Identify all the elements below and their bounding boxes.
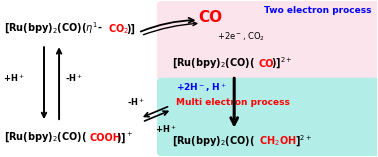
Text: +H$^+$: +H$^+$: [3, 73, 24, 84]
Text: [Ru(bpy)$_2$(CO)(: [Ru(bpy)$_2$(CO)(: [172, 135, 255, 148]
Text: CO: CO: [259, 59, 274, 69]
Text: CO: CO: [198, 10, 223, 24]
Text: +2e$^-$, CO$_2$: +2e$^-$, CO$_2$: [217, 30, 265, 43]
FancyBboxPatch shape: [157, 1, 378, 80]
Text: Two electron process: Two electron process: [264, 6, 372, 15]
Text: [Ru(bpy)$_2$(CO)(: [Ru(bpy)$_2$(CO)(: [172, 57, 255, 70]
Text: -H$^+$: -H$^+$: [127, 97, 145, 108]
Text: [Ru(bpy)$_2$(CO)($\eta^1$-: [Ru(bpy)$_2$(CO)($\eta^1$-: [5, 21, 103, 36]
Text: -H$^+$: -H$^+$: [65, 73, 83, 84]
Text: CO$_2$: CO$_2$: [108, 22, 129, 36]
Text: )]: )]: [126, 24, 135, 34]
Text: )]$^{2+}$: )]$^{2+}$: [271, 56, 292, 71]
Text: ]$^{2+}$: ]$^{2+}$: [295, 134, 312, 149]
Text: CH$_2$OH: CH$_2$OH: [259, 135, 296, 148]
Text: [Ru(bpy)$_2$(CO)(: [Ru(bpy)$_2$(CO)(: [5, 131, 87, 144]
Text: COOH: COOH: [89, 133, 121, 143]
Text: Multi electron process: Multi electron process: [176, 98, 290, 107]
Text: +H$^+$: +H$^+$: [155, 123, 177, 135]
Text: )]$^+$: )]$^+$: [116, 130, 133, 145]
FancyBboxPatch shape: [157, 78, 378, 156]
Text: +2H$^-$, H$^+$: +2H$^-$, H$^+$: [176, 81, 227, 94]
